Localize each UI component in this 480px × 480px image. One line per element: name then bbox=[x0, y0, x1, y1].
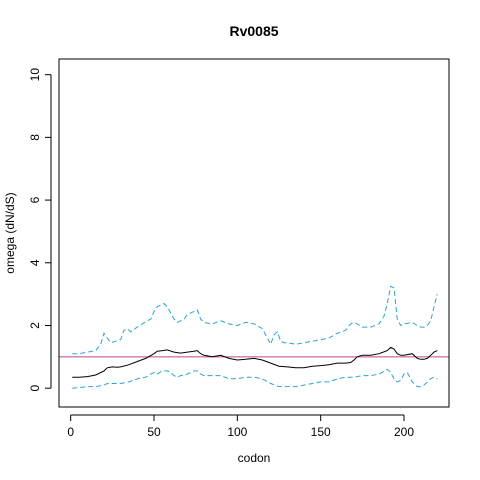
y-tick-label: 6 bbox=[28, 196, 42, 203]
upper-ci-line bbox=[72, 285, 438, 355]
plot-frame bbox=[58, 58, 450, 408]
y-tick-label: 10 bbox=[28, 68, 42, 82]
y-axis-label: omega (dN/dS) bbox=[3, 192, 17, 273]
y-axis: 0 2 4 6 8 10 bbox=[28, 68, 52, 392]
x-axis-label: codon bbox=[238, 451, 271, 465]
y-tick-label: 8 bbox=[28, 134, 42, 141]
x-tick-label: 50 bbox=[147, 425, 161, 439]
x-tick-label: 0 bbox=[67, 425, 74, 439]
y-tick-label: 2 bbox=[28, 322, 42, 329]
x-tick-label: 150 bbox=[311, 425, 331, 439]
lower-ci-line bbox=[72, 368, 438, 389]
chart-title: Rv0085 bbox=[229, 23, 278, 39]
plot-series-layer bbox=[59, 285, 449, 389]
x-axis: 0 50 100 150 200 bbox=[67, 414, 414, 439]
x-tick-label: 100 bbox=[227, 425, 247, 439]
y-tick-label: 4 bbox=[28, 259, 42, 266]
x-tick-label: 200 bbox=[394, 425, 414, 439]
y-tick-label: 0 bbox=[28, 385, 42, 392]
omega-estimate-line bbox=[72, 346, 438, 378]
